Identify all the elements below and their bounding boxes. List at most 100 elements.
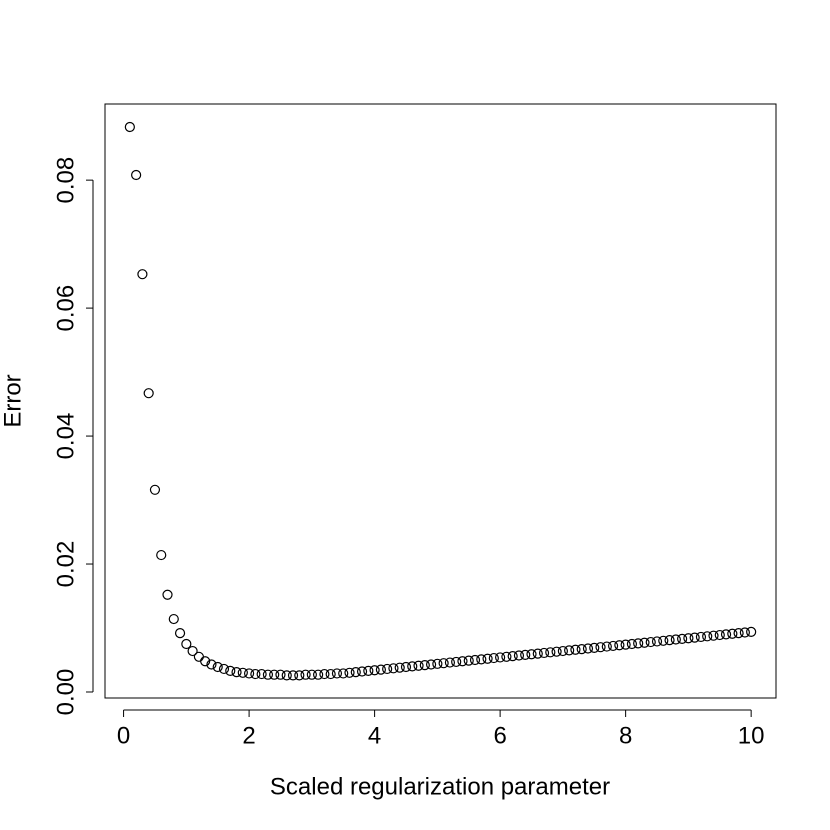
point xyxy=(243,668,255,679)
point xyxy=(231,667,242,678)
point xyxy=(143,388,154,399)
point xyxy=(614,640,625,651)
point xyxy=(262,669,274,680)
point xyxy=(595,642,606,653)
point xyxy=(520,649,531,660)
point xyxy=(137,269,148,280)
point xyxy=(689,632,700,643)
point xyxy=(532,648,543,659)
point xyxy=(181,638,192,650)
point xyxy=(633,638,644,649)
point xyxy=(664,635,675,646)
point xyxy=(551,646,562,657)
point xyxy=(695,631,707,643)
point xyxy=(626,638,638,650)
point xyxy=(526,649,537,660)
point xyxy=(564,645,575,656)
point xyxy=(683,633,694,644)
x-axis-label: Scaled regularization parameter xyxy=(270,773,610,800)
point xyxy=(425,659,437,670)
y-tick-label: 0.02 xyxy=(52,541,79,588)
point xyxy=(382,663,393,675)
point xyxy=(463,655,474,666)
y-tick-label: 0.08 xyxy=(52,157,79,204)
point xyxy=(658,635,669,646)
point xyxy=(432,658,443,669)
point xyxy=(451,656,462,668)
point xyxy=(131,169,142,181)
point xyxy=(639,637,650,648)
y-axis-label: Error xyxy=(0,374,26,427)
point xyxy=(156,549,167,561)
y-tick-label: 0.06 xyxy=(52,285,79,332)
y-tick-label: 0.04 xyxy=(52,413,79,460)
point xyxy=(545,647,556,658)
point xyxy=(488,652,499,664)
point xyxy=(206,659,217,670)
point xyxy=(733,628,744,639)
point xyxy=(601,641,612,652)
point xyxy=(363,665,374,676)
point xyxy=(589,642,600,653)
point xyxy=(670,634,681,645)
point xyxy=(620,639,631,650)
point xyxy=(350,667,361,678)
point xyxy=(714,629,725,641)
point xyxy=(250,668,261,680)
x-tick-label: 6 xyxy=(493,722,506,749)
point xyxy=(538,647,550,659)
point xyxy=(356,666,368,677)
x-tick-label: 0 xyxy=(117,722,130,749)
plot-box xyxy=(104,103,777,699)
point xyxy=(313,669,324,680)
point xyxy=(394,662,405,673)
x-tick-label: 10 xyxy=(738,722,765,749)
point xyxy=(482,653,493,664)
point xyxy=(513,650,525,661)
point xyxy=(570,644,581,655)
point xyxy=(727,628,738,639)
point xyxy=(187,645,198,657)
point xyxy=(457,656,468,667)
point xyxy=(720,629,732,640)
point xyxy=(651,636,663,647)
point xyxy=(338,668,349,679)
point xyxy=(400,661,412,673)
point xyxy=(174,628,186,639)
point xyxy=(702,631,713,642)
x-tick-label: 8 xyxy=(619,722,632,749)
point xyxy=(256,668,267,680)
point xyxy=(645,636,656,648)
point xyxy=(739,627,750,638)
point xyxy=(582,643,594,654)
point xyxy=(193,651,204,662)
point xyxy=(495,652,506,663)
point xyxy=(237,667,248,678)
point xyxy=(444,657,456,668)
point xyxy=(300,669,311,680)
point xyxy=(438,658,449,669)
point xyxy=(344,667,355,678)
point xyxy=(331,668,343,679)
x-tick-label: 2 xyxy=(242,722,255,749)
point xyxy=(200,656,211,667)
point xyxy=(607,640,619,652)
y-tick-label: 0.00 xyxy=(52,669,79,716)
point xyxy=(501,651,512,662)
point xyxy=(269,669,280,680)
point xyxy=(413,660,424,671)
point xyxy=(476,654,487,665)
point xyxy=(281,670,292,681)
point xyxy=(306,669,317,680)
point xyxy=(212,661,223,673)
point xyxy=(225,665,236,676)
point xyxy=(677,633,688,644)
point xyxy=(168,613,179,625)
point xyxy=(746,626,757,637)
point xyxy=(325,668,336,680)
point xyxy=(407,661,418,672)
point xyxy=(369,665,380,676)
point xyxy=(124,121,135,133)
point xyxy=(576,644,587,655)
